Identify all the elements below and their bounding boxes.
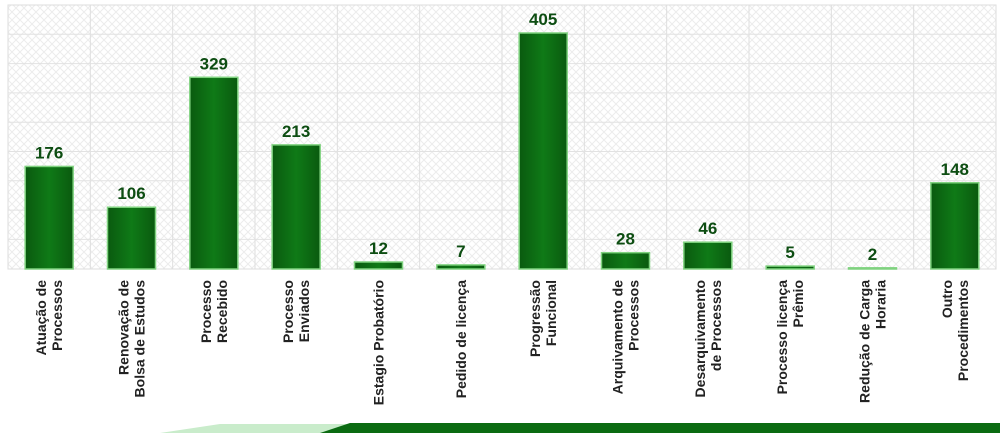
bar	[765, 265, 815, 270]
category-label: Redução de CargaHoraria	[857, 280, 889, 403]
category-label: ProcessoRecebido	[198, 280, 230, 343]
bar	[930, 182, 980, 270]
bar	[600, 251, 651, 270]
decor-stripe-dark	[320, 423, 1000, 433]
bar	[518, 32, 568, 270]
category-label: ProgressãoFuncional	[527, 280, 559, 357]
value-label: 7	[456, 242, 465, 261]
value-label: 12	[369, 239, 388, 258]
category-label: OutroProcedimentos	[939, 280, 971, 381]
value-label: 176	[35, 143, 63, 162]
value-label: 106	[117, 184, 145, 203]
category-label: Atuação deProcessos	[33, 280, 65, 356]
value-label: 5	[785, 243, 794, 262]
category-label: Processo licençaPrêmio	[774, 280, 806, 395]
value-label: 2	[868, 245, 877, 264]
bar	[271, 144, 321, 270]
bar	[353, 261, 404, 270]
bar	[436, 264, 486, 270]
category-label: ProcessoEnviados	[280, 280, 312, 343]
category-label: Pedido de licença	[453, 280, 469, 398]
bar	[24, 165, 74, 270]
value-label: 148	[941, 160, 969, 179]
bar	[847, 267, 898, 270]
category-label: Desarquivamentode Processos	[692, 280, 724, 398]
value-label: 405	[529, 10, 557, 29]
value-label: 46	[698, 219, 717, 238]
bar	[189, 76, 239, 270]
value-label: 28	[616, 230, 635, 249]
value-label: 213	[282, 122, 310, 141]
category-label: Estagio Probatório	[371, 280, 387, 405]
category-label: Arquivamento deProcessos	[610, 280, 642, 395]
bar	[106, 206, 157, 270]
value-label: 329	[200, 54, 228, 73]
bar	[683, 241, 733, 270]
category-label: Renovação deBolsa de Estudos	[116, 280, 148, 398]
